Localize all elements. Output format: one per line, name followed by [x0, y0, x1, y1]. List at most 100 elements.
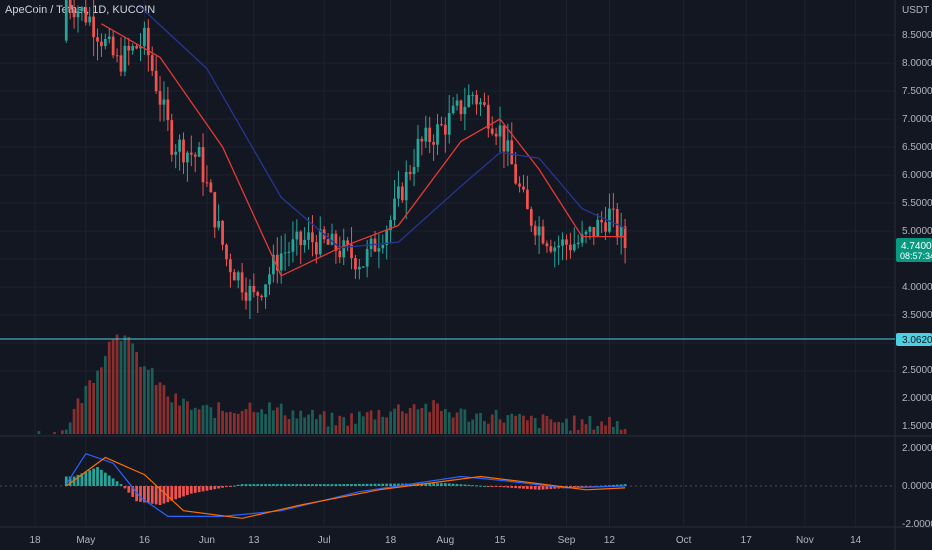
volume-bar — [248, 402, 252, 434]
macd-histogram-bar — [389, 483, 392, 486]
price-tick-label: 7.0000 — [902, 114, 932, 125]
volume-bar — [68, 422, 72, 434]
volume-bar — [600, 421, 604, 434]
candle-body — [584, 231, 588, 235]
candle-body — [377, 248, 381, 252]
volume-bar — [193, 407, 197, 434]
volume-bar — [557, 421, 561, 434]
volume-bar — [205, 404, 209, 434]
volume-bar — [119, 341, 123, 434]
volume-bar — [397, 404, 400, 434]
macd-histogram-bar — [490, 486, 494, 487]
candle-body — [502, 125, 506, 152]
volume-bar — [299, 410, 303, 434]
candle-body — [76, 11, 80, 18]
macd-histogram-bar — [467, 484, 471, 486]
volume-bar — [576, 429, 580, 434]
macd-tick-label: -2.0000 — [902, 519, 932, 530]
volume-bar — [381, 416, 385, 434]
candle-body — [127, 45, 131, 51]
macd-histogram-bar — [483, 485, 486, 487]
volume-bar — [272, 410, 275, 434]
volume-bar — [150, 368, 154, 434]
macd-histogram-bar — [240, 484, 244, 486]
candle-body — [553, 247, 557, 252]
candle-body — [463, 106, 467, 115]
volume-bar — [37, 431, 41, 434]
volume-bar — [475, 413, 478, 434]
macd-histogram-bar — [608, 485, 611, 487]
volume-bar — [197, 409, 201, 434]
candle-body — [326, 239, 330, 245]
candle-body — [330, 233, 334, 245]
macd-histogram-bar — [311, 484, 314, 486]
volume-bar — [139, 366, 142, 434]
candle-body — [490, 128, 494, 134]
macd-histogram-bar — [178, 486, 181, 498]
volume-bar — [615, 421, 619, 434]
time-tick-label: 17 — [741, 535, 753, 546]
candle-body — [440, 124, 443, 126]
volume-bar — [486, 423, 490, 434]
macd-tick-label: 2.0000 — [902, 443, 932, 454]
macd-histogram-bar — [361, 483, 365, 486]
candle-body — [92, 16, 95, 38]
volume-bar — [275, 407, 279, 434]
macd-histogram-bar — [166, 486, 170, 503]
candle-body — [361, 266, 365, 268]
macd-histogram-bar — [123, 486, 127, 489]
volume-bar — [295, 418, 299, 434]
macd-histogram-bar — [264, 484, 267, 486]
macd-histogram-bar — [103, 472, 107, 486]
time-tick-label: Aug — [436, 535, 454, 546]
volume-bar — [619, 429, 623, 434]
volume-bar — [303, 417, 307, 434]
macd-histogram-bar — [318, 484, 322, 486]
candle-body — [68, 0, 72, 10]
candle-body — [510, 140, 514, 165]
volume-bar — [326, 426, 330, 434]
volume-bar — [471, 419, 475, 434]
volume-bar — [338, 415, 342, 434]
volume-bar — [174, 393, 178, 434]
volume-bar — [84, 385, 88, 434]
macd-histogram-bar — [338, 484, 342, 486]
macd-histogram-bar — [623, 484, 627, 486]
candle-body — [115, 55, 119, 57]
macd-histogram-bar — [373, 483, 377, 486]
volume-bar — [279, 403, 283, 434]
candlestick-series[interactable] — [64, 0, 627, 319]
volume-bar — [369, 410, 373, 434]
candle-body — [154, 70, 158, 92]
volume-bar — [342, 417, 346, 434]
candle-body — [588, 227, 592, 232]
volume-bar — [123, 335, 127, 434]
volume-bar — [428, 411, 432, 434]
volume-bar — [291, 410, 295, 434]
candle-body — [604, 222, 607, 232]
candle-body — [494, 133, 498, 137]
volume-bar — [64, 429, 68, 434]
time-tick-label: 16 — [139, 535, 151, 546]
time-tick-label: Oct — [676, 535, 692, 546]
axes: USDT 8.5000 8.0000 7.5000 7.0000 6.5000 6.0000… — [29, 5, 932, 546]
volume-bar — [408, 408, 412, 434]
volume-bar — [451, 417, 455, 434]
macd-histogram-bar — [408, 483, 412, 486]
macd-histogram-bar — [68, 476, 72, 486]
macd-histogram-bar — [576, 486, 580, 488]
volume-bar — [322, 411, 326, 434]
candle-body — [338, 250, 342, 258]
macd-histogram-bar — [447, 483, 451, 486]
price-tick-label: 1.5000 — [902, 421, 932, 432]
macd-histogram-bar — [502, 486, 506, 488]
candle-body — [229, 259, 232, 273]
volume-bar — [256, 412, 260, 434]
price-tick-label: 7.5000 — [902, 86, 932, 97]
candle-body — [471, 94, 475, 96]
candle-body — [475, 94, 478, 105]
macd-histogram-bar — [471, 485, 475, 487]
candle-body — [545, 243, 549, 247]
volume-bar — [127, 336, 131, 434]
